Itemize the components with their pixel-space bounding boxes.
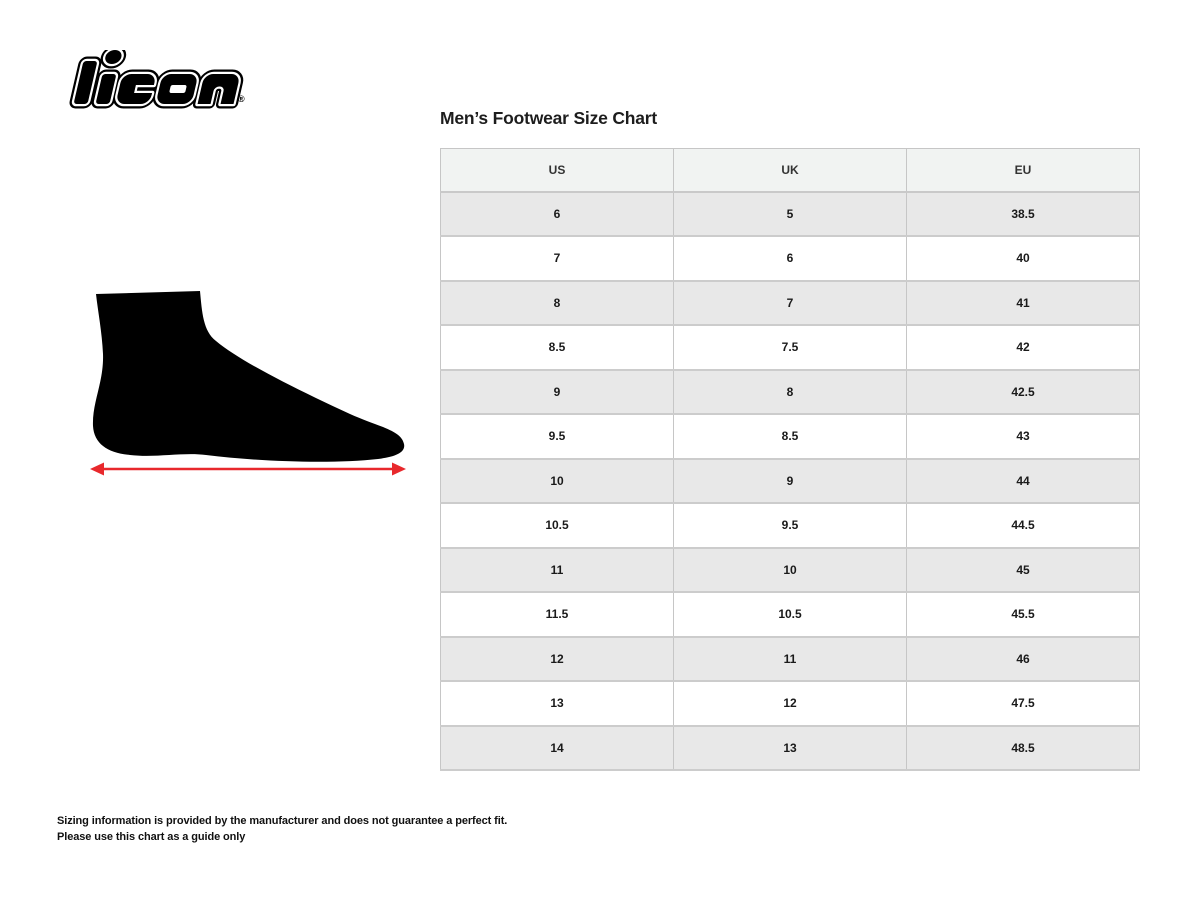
size-cell-uk: 10.5 <box>673 592 907 637</box>
table-row: 10 9 44 <box>440 458 1140 503</box>
foot-silhouette <box>92 291 405 462</box>
size-cell-uk: 7 <box>673 280 907 325</box>
table-row: 9 8 42.5 <box>440 369 1140 414</box>
size-table-body: 6 5 38.5 7 6 40 8 7 41 8.5 7.5 42 9 8 42… <box>440 191 1140 770</box>
table-row: 11 10 45 <box>440 547 1140 592</box>
size-cell-us: 11.5 <box>440 592 674 637</box>
sizing-disclaimer: Sizing information is provided by the ma… <box>57 813 507 845</box>
table-row: 8.5 7.5 42 <box>440 325 1140 370</box>
size-cell-uk: 5 <box>673 191 907 236</box>
disclaimer-line-1: Sizing information is provided by the ma… <box>57 815 508 827</box>
size-cell-uk: 8 <box>673 369 907 414</box>
disclaimer-line-2: Please use this chart as a guide only <box>57 831 246 843</box>
arrow-left-head <box>90 462 104 476</box>
size-cell-us: 12 <box>440 636 674 681</box>
size-cell-uk: 7.5 <box>673 325 907 370</box>
column-header-eu: EU <box>906 148 1140 192</box>
registered-trademark-symbol: ® <box>238 94 245 104</box>
table-row: 8 7 41 <box>440 280 1140 325</box>
size-cell-eu: 44.5 <box>906 503 1140 548</box>
size-cell-us: 13 <box>440 681 674 726</box>
size-cell-us: 10.5 <box>440 503 674 548</box>
size-cell-us: 8.5 <box>440 325 674 370</box>
size-cell-uk: 9 <box>673 458 907 503</box>
column-header-uk: UK <box>673 148 907 192</box>
size-cell-eu: 38.5 <box>906 191 1140 236</box>
size-chart-table: US UK EU 6 5 38.5 7 6 40 8 7 41 8.5 7.5 … <box>440 148 1140 771</box>
table-row: 10.5 9.5 44.5 <box>440 503 1140 548</box>
size-cell-us: 8 <box>440 280 674 325</box>
size-cell-us: 11 <box>440 547 674 592</box>
size-cell-eu: 43 <box>906 414 1140 459</box>
size-cell-eu: 42 <box>906 325 1140 370</box>
icon-logo-graphic <box>56 50 256 112</box>
size-cell-us: 14 <box>440 725 674 770</box>
size-cell-uk: 13 <box>673 725 907 770</box>
page-title: Men’s Footwear Size Chart <box>440 108 658 128</box>
size-cell-eu: 47.5 <box>906 681 1140 726</box>
size-cell-eu: 48.5 <box>906 725 1140 770</box>
size-cell-uk: 12 <box>673 681 907 726</box>
size-cell-eu: 44 <box>906 458 1140 503</box>
size-cell-uk: 11 <box>673 636 907 681</box>
size-cell-uk: 8.5 <box>673 414 907 459</box>
size-cell-uk: 10 <box>673 547 907 592</box>
size-cell-uk: 6 <box>673 236 907 281</box>
size-cell-us: 9.5 <box>440 414 674 459</box>
size-cell-us: 9 <box>440 369 674 414</box>
size-cell-us: 7 <box>440 236 674 281</box>
icon-brand-logo: ® <box>56 50 256 112</box>
size-cell-eu: 42.5 <box>906 369 1140 414</box>
column-header-us: US <box>440 148 674 192</box>
table-row: 12 11 46 <box>440 636 1140 681</box>
arrow-right-head <box>392 462 406 476</box>
size-cell-eu: 40 <box>906 236 1140 281</box>
size-cell-eu: 46 <box>906 636 1140 681</box>
size-cell-uk: 9.5 <box>673 503 907 548</box>
table-header-row: US UK EU <box>440 148 1140 192</box>
size-chart-table-container: US UK EU 6 5 38.5 7 6 40 8 7 41 8.5 7.5 … <box>440 148 1140 771</box>
table-row: 7 6 40 <box>440 236 1140 281</box>
table-row: 11.5 10.5 45.5 <box>440 592 1140 637</box>
size-cell-eu: 45 <box>906 547 1140 592</box>
foot-length-diagram <box>88 290 408 476</box>
size-cell-us: 6 <box>440 191 674 236</box>
size-cell-eu: 41 <box>906 280 1140 325</box>
table-row: 6 5 38.5 <box>440 191 1140 236</box>
size-cell-us: 10 <box>440 458 674 503</box>
table-row: 14 13 48.5 <box>440 725 1140 770</box>
size-cell-eu: 45.5 <box>906 592 1140 637</box>
table-row: 9.5 8.5 43 <box>440 414 1140 459</box>
table-row: 13 12 47.5 <box>440 681 1140 726</box>
